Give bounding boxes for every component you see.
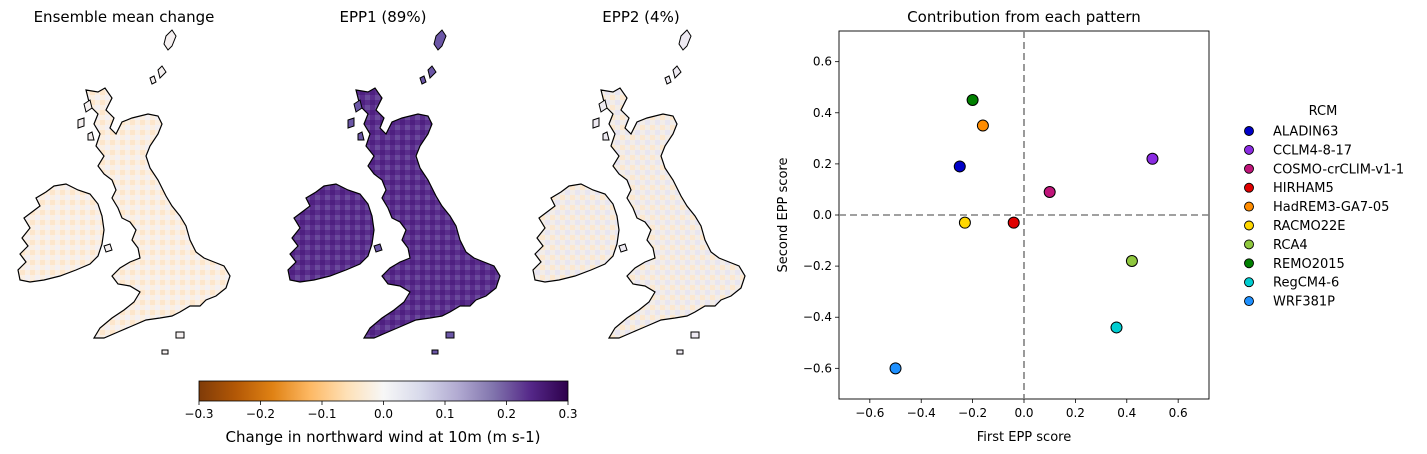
colorbar-gradient <box>198 380 569 402</box>
point-cclm4-8-17 <box>1146 152 1159 165</box>
colorbar-tick-label: −0.2 <box>246 407 275 421</box>
point-aladin63 <box>953 160 966 173</box>
uk-map-mean <box>17 29 231 355</box>
colorbar-label: Change in northward wind at 10m (m s-1) <box>226 428 541 446</box>
colorbar-tick-label: −0.1 <box>307 407 336 421</box>
legend-item: WRF381P <box>1244 295 1335 310</box>
map-title: Ensemble mean change <box>34 8 215 26</box>
legend-label: CCLM4-8-17 <box>1273 143 1352 158</box>
legend-label: RegCM4-6 <box>1273 276 1339 291</box>
colorbar-ticks: −0.3 −0.2 −0.1 0.0 0.1 0.2 0.3 <box>184 401 578 421</box>
colorbar-tick-label: 0.1 <box>435 407 454 421</box>
legend-marker <box>1244 163 1254 174</box>
legend-item: REMO2015 <box>1244 257 1345 272</box>
uk-map-epp2 <box>532 29 746 355</box>
x-tick-label: 0.2 <box>1066 406 1085 420</box>
x-tick-label: 0.4 <box>1117 406 1136 420</box>
scatter-title: Contribution from each pattern <box>907 8 1141 26</box>
colorbar-tick-label: 0.3 <box>558 407 577 421</box>
map-title: EPP1 (89%) <box>340 8 427 26</box>
legend-item: ALADIN63 <box>1244 125 1338 140</box>
legend-marker <box>1244 239 1254 250</box>
legend-item: HIRHAM5 <box>1244 181 1334 196</box>
point-regcm4-6 <box>1110 321 1123 334</box>
y-tick-label: 0.0 <box>813 208 832 222</box>
legend-label: ALADIN63 <box>1273 125 1338 140</box>
map-panel-epp2: EPP2 (4%) <box>532 8 746 355</box>
x-tick-label: −0.4 <box>907 406 936 420</box>
point-hirham5 <box>1007 216 1020 229</box>
y-tick-label: 0.4 <box>813 106 832 120</box>
legend-items: ALADIN63 CCLM4-8-17 COSMO-crCLIM-v1-1 HIRHA… <box>1244 125 1404 310</box>
legend-item: HadREM3-GA7-05 <box>1244 200 1389 215</box>
y-axis-ticks: −0.6 −0.4 −0.2 0.0 0.2 0.4 0.6 <box>803 55 839 375</box>
legend-marker <box>1244 220 1254 231</box>
legend-item: COSMO-crCLIM-v1-1 <box>1244 162 1404 177</box>
colorbar-tick-label: 0.0 <box>374 407 393 421</box>
legend-marker <box>1244 296 1254 307</box>
y-tick-label: 0.6 <box>813 55 832 69</box>
map-title: EPP2 (4%) <box>602 8 679 26</box>
y-tick-label: −0.6 <box>803 361 832 375</box>
legend: RCM ALADIN63 CCLM4-8-17 COSMO-crCLIM-v1-1 H… <box>1244 104 1404 310</box>
legend-label: REMO2015 <box>1273 257 1345 272</box>
point-rca4 <box>1125 255 1138 267</box>
legend-label: RACMO22E <box>1273 219 1345 234</box>
legend-marker <box>1244 201 1254 212</box>
legend-item: RCA4 <box>1244 238 1308 253</box>
point-cosmo-crclim-v1-1 <box>1043 186 1056 198</box>
colorbar-tick-label: −0.3 <box>184 407 213 421</box>
point-remo2015 <box>966 94 979 106</box>
legend-item: CCLM4-8-17 <box>1244 143 1352 158</box>
x-tick-label: −0.6 <box>855 406 884 420</box>
y-tick-label: −0.2 <box>803 259 832 273</box>
x-axis-ticks: −0.6 −0.4 −0.2 0.0 0.2 0.4 0.6 <box>855 399 1188 420</box>
x-axis-label: First EPP score <box>977 430 1071 445</box>
legend-marker <box>1244 182 1254 193</box>
legend-label: HadREM3-GA7-05 <box>1273 200 1389 215</box>
point-racmo22e <box>958 216 971 229</box>
scatter-plot: Contribution from each pattern −0.6 −0.4−… <box>776 8 1210 445</box>
scatter-points <box>889 94 1159 375</box>
x-tick-label: 0.6 <box>1169 406 1188 420</box>
x-tick-label: −0.2 <box>958 406 987 420</box>
colorbar-tick-label: 0.2 <box>497 407 516 421</box>
y-tick-label: −0.4 <box>803 310 832 324</box>
map-panel-epp1: EPP1 (89%) <box>287 8 501 355</box>
x-tick-label: 0.0 <box>1014 406 1033 420</box>
legend-title: RCM <box>1309 104 1338 119</box>
point-wrf381p <box>889 362 902 375</box>
map-panels: Ensemble mean change EPP1 (89%) <box>17 8 746 355</box>
y-tick-label: 0.2 <box>813 157 832 171</box>
legend-item: RACMO22E <box>1244 219 1345 234</box>
point-hadrem3-ga7-05 <box>976 119 989 132</box>
legend-label: WRF381P <box>1273 295 1335 310</box>
y-axis-label: Second EPP score <box>776 158 791 273</box>
uk-map-epp1 <box>287 29 501 355</box>
legend-label: COSMO-crCLIM-v1-1 <box>1273 162 1404 177</box>
legend-marker <box>1244 144 1254 155</box>
legend-item: RegCM4-6 <box>1244 276 1339 291</box>
legend-marker <box>1244 277 1254 288</box>
map-panel-mean: Ensemble mean change <box>17 8 231 355</box>
legend-marker <box>1244 126 1254 136</box>
legend-label: RCA4 <box>1273 238 1308 253</box>
colorbar: −0.3 −0.2 −0.1 0.0 0.1 0.2 0.3 Change in north… <box>184 380 578 446</box>
legend-label: HIRHAM5 <box>1273 181 1334 196</box>
legend-marker <box>1244 258 1254 269</box>
